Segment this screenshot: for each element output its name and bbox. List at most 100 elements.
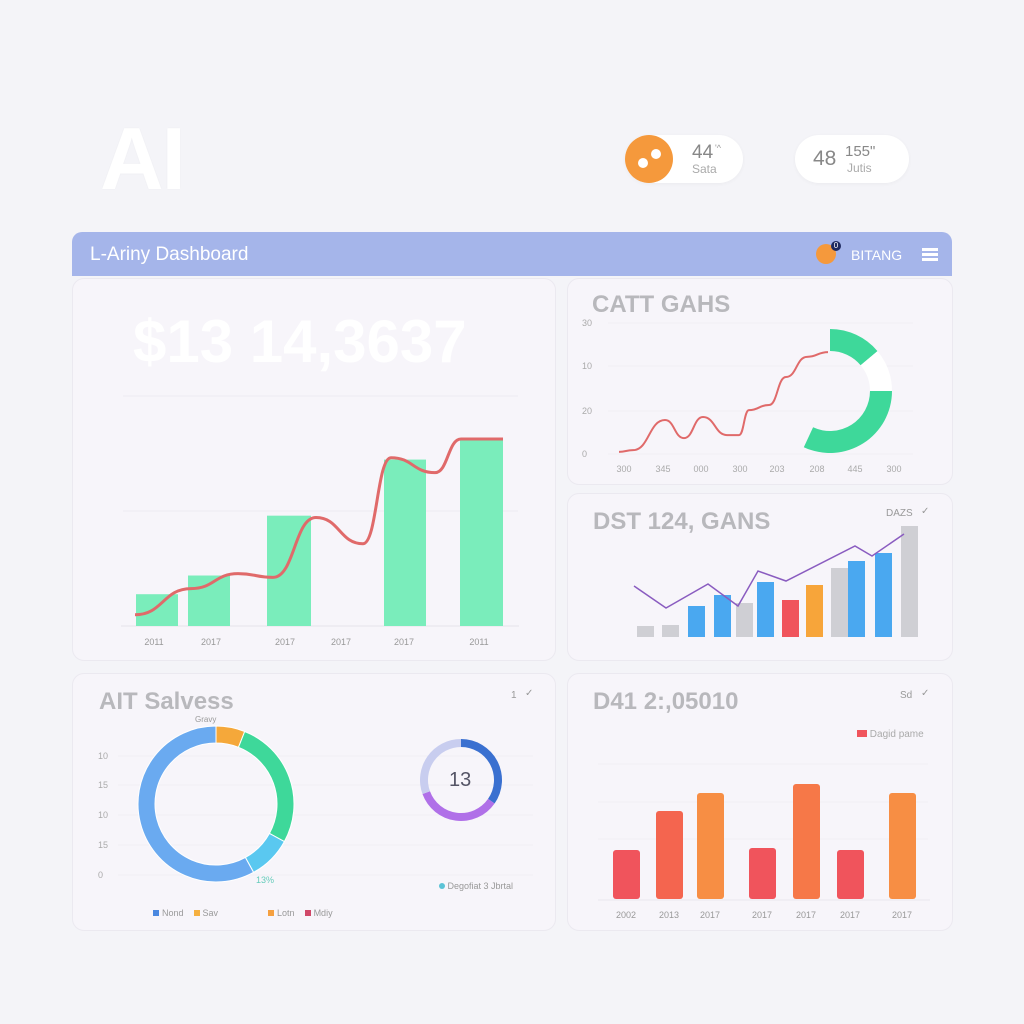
- trend-line: [633, 533, 905, 609]
- user-label[interactable]: BITANG: [851, 247, 903, 263]
- bar: [697, 793, 724, 899]
- hamburger-icon[interactable]: [922, 248, 938, 261]
- legend-label: Lotn: [277, 908, 295, 918]
- bar: [384, 459, 426, 626]
- bar: [736, 603, 753, 637]
- ring-legend-label: Degofiat 3 Jbrtal: [447, 881, 514, 891]
- combo-chart: [633, 526, 918, 637]
- chart-legend: Dagid pame: [857, 729, 924, 740]
- x-tick-label: 2011: [144, 637, 163, 647]
- stat-pill-2[interactable]: 48 155" Jutis: [795, 135, 909, 183]
- catt-gains-panel: CATT GAHS 30 10 20 0 300 345 000 300 203 208 445 30…: [567, 278, 953, 485]
- period-dropdown[interactable]: Sd: [900, 690, 913, 701]
- main-chart: 2011 2017 2017 2017 2017 2011: [121, 395, 519, 647]
- d41-panel: D41 2:,05010 Sd ✓ Dagid pame 2002 2013 201…: [567, 673, 953, 931]
- bar: [460, 439, 503, 626]
- y-tick-label: 30: [582, 318, 592, 328]
- x-tick-label: 2011: [469, 637, 488, 647]
- stat-sup: '^: [715, 143, 721, 153]
- bar: [662, 625, 679, 637]
- bar: [875, 553, 892, 637]
- bar: [613, 850, 640, 899]
- ring-segment: [420, 739, 461, 795]
- chevron-down-icon[interactable]: ✓: [921, 688, 930, 699]
- donut-bottom-label: 13%: [256, 875, 275, 885]
- panel-title: D41 2:,05010: [593, 688, 739, 715]
- bar: [136, 594, 178, 626]
- y-tick-label: 10: [98, 810, 108, 820]
- period-dropdown[interactable]: 1: [511, 690, 517, 701]
- donut-slice: [237, 730, 295, 843]
- y-tick-label: 20: [582, 406, 592, 416]
- legend-label: Nond: [162, 908, 184, 918]
- main-chart-panel: $13 14,3637 2011 2017 2017 2017 2017 2011: [72, 278, 556, 661]
- stat-sup: 155": [845, 143, 876, 160]
- gauge-segment: [830, 329, 878, 366]
- bar: [901, 526, 918, 637]
- dst-gains-panel: DST 124, GANS DAZS ✓: [567, 493, 953, 661]
- stat-pill-1[interactable]: 44 '^ Sata: [625, 135, 743, 183]
- x-tick-label: 345: [655, 464, 670, 474]
- x-tick-label: 445: [847, 464, 862, 474]
- panel-title: CATT GAHS: [592, 291, 731, 318]
- x-tick-label: 2017: [752, 910, 772, 920]
- donut-slice: [244, 832, 286, 874]
- legend-label: Mdiy: [313, 908, 333, 918]
- period-dropdown[interactable]: DAZS: [886, 508, 913, 519]
- bar: [757, 582, 774, 637]
- x-tick-label: 203: [769, 464, 784, 474]
- bar: [889, 793, 916, 899]
- x-tick-label: 300: [732, 464, 747, 474]
- bar: [837, 850, 864, 899]
- panel-title: AIT Salvess: [99, 688, 234, 715]
- legend-item: Sav: [193, 908, 219, 918]
- ring-value: 13: [449, 769, 472, 791]
- y-tick-label: 0: [582, 449, 587, 459]
- stat-value: 48: [813, 147, 837, 170]
- bar: [637, 626, 654, 637]
- x-tick-label: 2017: [892, 910, 912, 920]
- donut-slice: [137, 725, 255, 883]
- trend-line: [134, 437, 503, 617]
- orange-dots-icon: [625, 135, 673, 183]
- bar: [656, 811, 683, 899]
- notification-badge: 0: [831, 241, 841, 251]
- chevron-down-icon[interactable]: ✓: [525, 688, 534, 699]
- donut-charts: 10 15 10 15 0: [98, 725, 533, 883]
- x-tick-label: 300: [886, 464, 901, 474]
- x-tick-label: 208: [809, 464, 824, 474]
- dashboard-header: L-Ariny Dashboard 0 BITANG: [72, 232, 952, 276]
- x-tick-label: 300: [616, 464, 631, 474]
- bar: [749, 848, 776, 899]
- x-tick-label: 2017: [331, 637, 351, 647]
- x-tick-label: 2017: [201, 637, 221, 647]
- legend-item: Lotn: [268, 908, 295, 918]
- y-tick-label: 10: [98, 751, 108, 761]
- donut-top-label: Gravy: [195, 715, 217, 724]
- legend-label: Sav: [202, 908, 219, 918]
- chevron-down-icon[interactable]: ✓: [921, 506, 930, 517]
- donut-legend: Nond Sav Lotn Mdiy: [153, 908, 343, 918]
- big-value: $13 14,3637: [133, 308, 467, 375]
- dashboard-title: L-Ariny Dashboard: [90, 244, 249, 265]
- bar: [831, 568, 848, 637]
- x-tick-label: 2017: [394, 637, 414, 647]
- x-tick-label: 2002: [616, 910, 636, 920]
- bar: [848, 561, 865, 637]
- x-tick-label: 2017: [840, 910, 860, 920]
- y-tick-label: 15: [98, 840, 108, 850]
- stat-label: Sata: [692, 162, 717, 176]
- x-tick-label: 2017: [796, 910, 816, 920]
- y-tick-label: 0: [98, 870, 103, 880]
- bar: [793, 784, 820, 899]
- ring-legend: Degofiat 3 Jbrtal: [439, 881, 513, 891]
- line-gauge-chart: 30 10 20 0 300 345 000 300 203 208 445 300: [582, 318, 913, 474]
- stat-label: Jutis: [847, 161, 872, 175]
- logo: AI: [100, 109, 186, 208]
- bar: [806, 585, 823, 637]
- y-tick-label: 15: [98, 780, 108, 790]
- y-tick-label: 10: [582, 361, 592, 371]
- x-tick-label: 2017: [275, 637, 295, 647]
- ait-sales-panel: AIT Salvess 1 ✓ 10 15 10 15 0 Gravy 13% 13 D…: [72, 673, 556, 931]
- bar: [267, 515, 311, 626]
